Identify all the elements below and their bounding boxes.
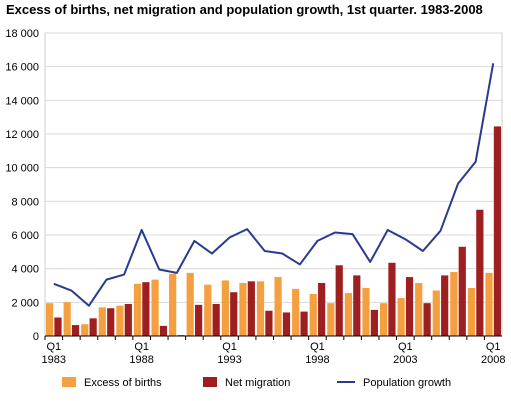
x-tick-label: 1983 xyxy=(42,354,66,366)
bar-layer xyxy=(45,126,502,336)
y-tick-label: 16 000 xyxy=(5,62,39,74)
y-tick-label: 4 000 xyxy=(11,264,39,276)
bar xyxy=(98,307,106,336)
grid-layer xyxy=(44,32,503,337)
bar xyxy=(282,312,291,336)
bar xyxy=(45,303,54,336)
x-tick-label: 1998 xyxy=(305,354,329,366)
x-tick-label: Q1 xyxy=(398,341,413,353)
bar xyxy=(388,262,396,336)
y-tick-label: 10 000 xyxy=(5,163,39,175)
bar xyxy=(71,325,80,336)
bar xyxy=(467,288,476,336)
y-tick-label: 12 000 xyxy=(5,129,39,141)
bar xyxy=(239,282,247,336)
x-tick-label: 2008 xyxy=(481,354,505,366)
y-tick-label: 14 000 xyxy=(5,95,39,107)
y-tick-label: 2 000 xyxy=(11,297,39,309)
bar xyxy=(432,290,440,336)
bar xyxy=(133,283,142,336)
y-tick-label: 8 000 xyxy=(11,196,39,208)
bar xyxy=(318,282,326,336)
x-tick-label: 2003 xyxy=(393,354,417,366)
y-tick-label: 6 000 xyxy=(11,230,39,242)
bar xyxy=(335,265,343,336)
bar xyxy=(256,281,265,336)
chart-title: Excess of births, net migration and popu… xyxy=(6,2,483,17)
legend-label: Excess of births xyxy=(84,377,162,389)
bar xyxy=(63,302,71,336)
bar xyxy=(204,284,212,336)
bar xyxy=(441,275,449,336)
bar xyxy=(124,304,132,336)
x-tick-label: 1988 xyxy=(129,354,153,366)
bar xyxy=(186,272,194,336)
bar xyxy=(415,282,423,336)
legend-swatch xyxy=(62,377,76,387)
bar xyxy=(450,272,458,336)
bar xyxy=(493,126,502,336)
bar xyxy=(81,324,89,336)
bar xyxy=(370,309,378,336)
x-tick-label: Q1 xyxy=(222,341,237,353)
bar xyxy=(54,317,62,336)
bar xyxy=(230,292,238,336)
x-tick-label: Q1 xyxy=(46,341,61,353)
bar xyxy=(151,279,159,336)
x-tick-label: Q1 xyxy=(134,341,149,353)
bar xyxy=(300,311,308,336)
bar xyxy=(107,308,115,336)
bar xyxy=(274,277,282,336)
bar xyxy=(247,281,255,336)
bar xyxy=(327,303,335,336)
bar xyxy=(159,325,168,336)
y-tick-label: 18 000 xyxy=(5,28,39,40)
bar xyxy=(265,310,273,336)
bar xyxy=(344,293,352,336)
bar xyxy=(485,272,493,336)
bar xyxy=(405,277,414,336)
bar xyxy=(221,280,229,336)
bar xyxy=(89,318,97,336)
x-tick-label: Q1 xyxy=(310,341,325,353)
bar xyxy=(362,288,370,336)
axis-layer: 0 2 000 4 000 6 000 8 000 10 000 12 000 14 000 1… xyxy=(5,28,505,366)
line-layer xyxy=(53,63,495,307)
x-tick-label: Q1 xyxy=(486,341,501,353)
legend-swatch xyxy=(203,377,217,387)
bar xyxy=(212,304,220,336)
bar xyxy=(423,303,431,336)
bar xyxy=(379,303,388,336)
bar xyxy=(353,275,361,336)
bar xyxy=(397,298,405,336)
legend-label: Population growth xyxy=(363,377,451,389)
bar xyxy=(142,282,150,336)
y-tick-label: 0 xyxy=(33,331,39,343)
bar xyxy=(195,304,203,336)
bar xyxy=(309,293,317,336)
x-tick-label: 1993 xyxy=(217,354,241,366)
bar xyxy=(292,288,300,336)
bar xyxy=(476,209,484,336)
bar xyxy=(169,273,177,336)
bar xyxy=(116,305,124,336)
legend-label: Net migration xyxy=(225,377,290,389)
legend-layer: Excess of births Net migration Population … xyxy=(62,377,451,389)
series-line xyxy=(53,63,495,307)
bar xyxy=(458,246,466,336)
